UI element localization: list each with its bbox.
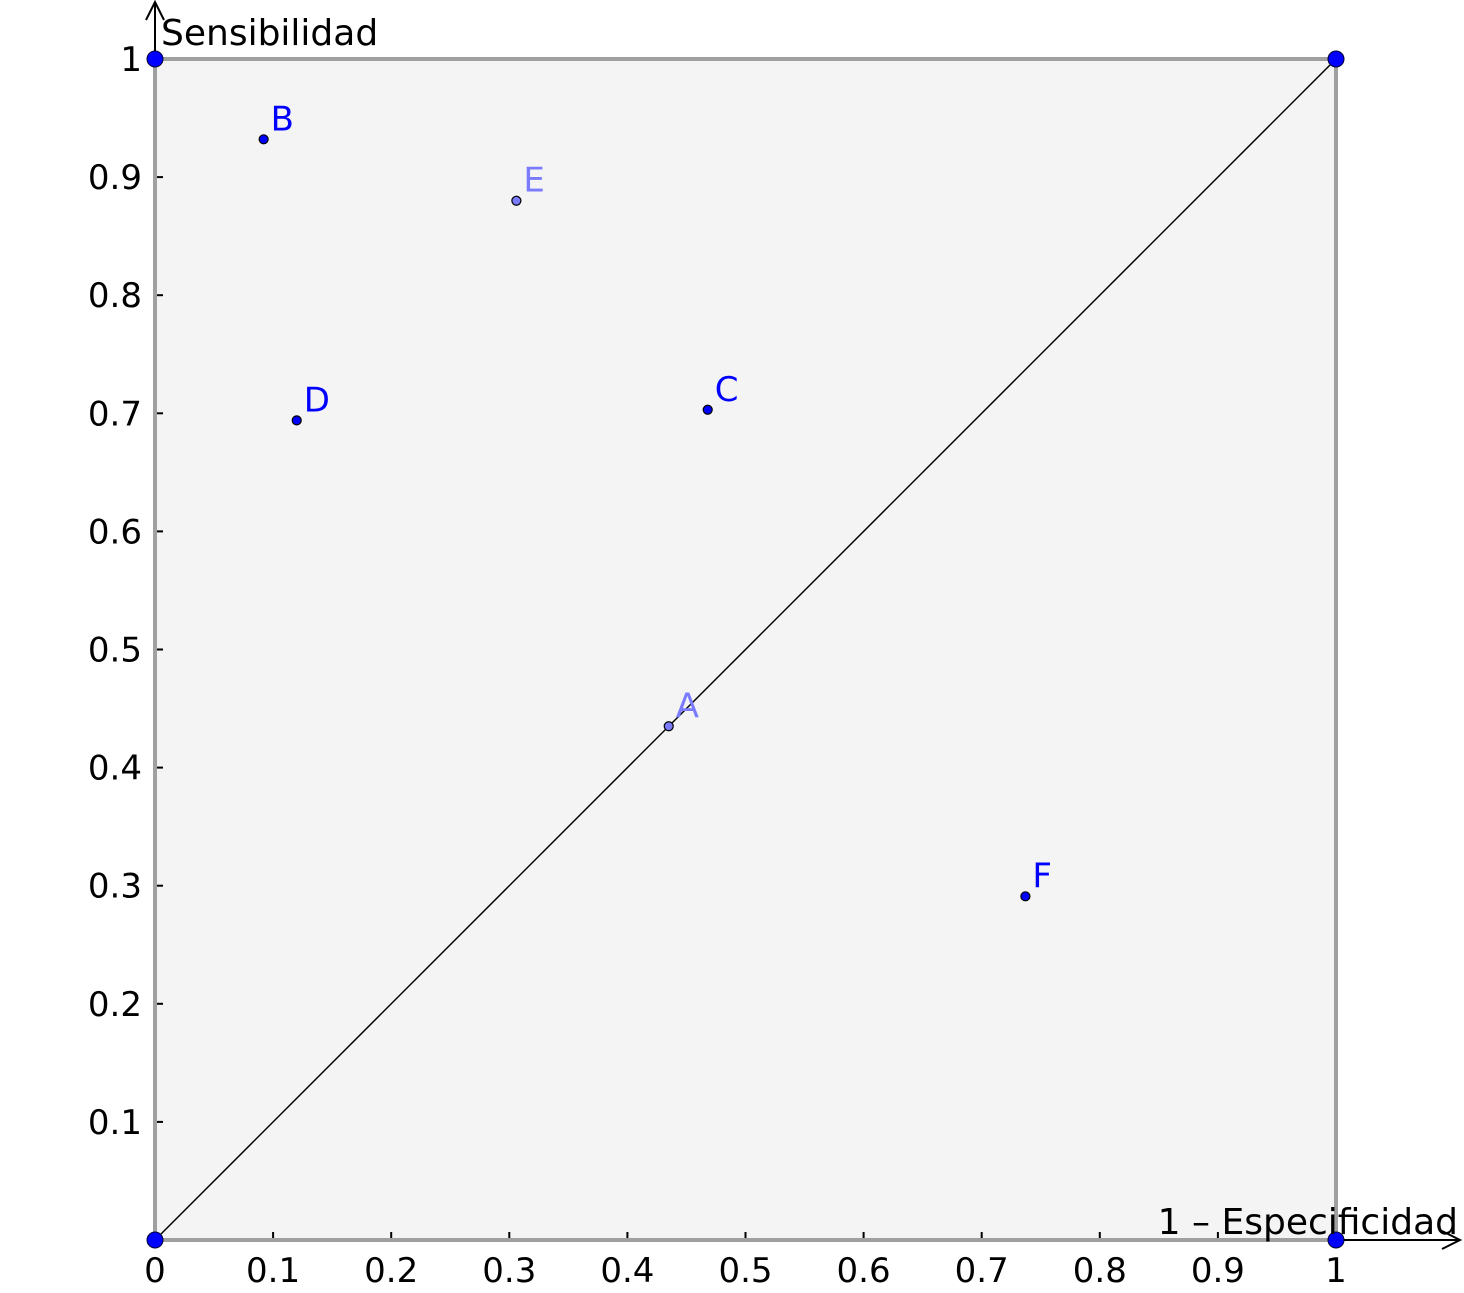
y-tick-label: 0.4 bbox=[88, 749, 142, 789]
corner-points bbox=[146, 50, 1345, 1249]
x-ticks: 0 0.1 0.2 0.3 0.4 0.5 0.6 0.7 0.8 0.9 1 bbox=[144, 1232, 1347, 1291]
x-tick-label: 0.6 bbox=[837, 1251, 891, 1288]
point-label-b: B bbox=[271, 99, 294, 139]
data-points: A B C D E F bbox=[258, 99, 1052, 902]
point-label-d: D bbox=[304, 380, 330, 420]
x-tick-label: 1 bbox=[1325, 1251, 1347, 1288]
point-label-c: C bbox=[715, 370, 739, 410]
corner-point bbox=[1327, 50, 1345, 68]
x-tick-label: 0.7 bbox=[955, 1251, 1009, 1288]
y-tick-label: 0.2 bbox=[88, 985, 142, 1025]
x-tick-label: 0.3 bbox=[482, 1251, 536, 1288]
y-ticks: 0.1 0.2 0.3 0.4 0.5 0.6 0.7 0.8 0.9 1 bbox=[88, 40, 163, 1143]
y-tick-label: 0.6 bbox=[88, 512, 142, 552]
y-axis-title: Sensibilidad bbox=[161, 13, 378, 54]
point-d bbox=[291, 415, 302, 426]
y-tick-label: 1 bbox=[120, 40, 142, 80]
x-tick-label: 0.8 bbox=[1073, 1251, 1127, 1288]
x-axis-arrow-icon bbox=[1441, 1230, 1463, 1250]
unit-square-border bbox=[153, 57, 1338, 1242]
x-tick-label: 0.4 bbox=[600, 1251, 654, 1288]
point-e bbox=[511, 195, 522, 206]
x-tick-label: 0.5 bbox=[718, 1251, 772, 1288]
x-tick-label: 0.1 bbox=[246, 1251, 300, 1288]
y-tick-label: 0.9 bbox=[88, 158, 142, 198]
point-a bbox=[663, 721, 674, 732]
y-tick-label: 0.7 bbox=[88, 394, 142, 434]
corner-point bbox=[146, 50, 164, 68]
point-label-e: E bbox=[523, 161, 544, 201]
x-tick-label: 0 bbox=[144, 1251, 166, 1288]
y-tick-label: 0.1 bbox=[88, 1103, 142, 1143]
point-label-a: A bbox=[676, 686, 699, 726]
point-c bbox=[702, 404, 713, 415]
corner-point bbox=[1327, 1231, 1345, 1249]
y-tick-label: 0.5 bbox=[88, 631, 142, 671]
x-axis-title: 1 – Especificidad bbox=[1158, 1202, 1458, 1243]
diagonal-reference-line bbox=[154, 58, 1337, 1241]
corner-point bbox=[146, 1231, 164, 1249]
point-label-f: F bbox=[1032, 856, 1052, 896]
y-tick-label: 0.8 bbox=[88, 276, 142, 316]
x-tick-label: 0.2 bbox=[364, 1251, 418, 1288]
point-f bbox=[1020, 891, 1031, 902]
y-tick-label: 0.3 bbox=[88, 867, 142, 907]
point-b bbox=[258, 134, 269, 145]
y-axis-arrow-icon bbox=[145, 0, 165, 21]
x-tick-label: 0.9 bbox=[1191, 1251, 1245, 1288]
